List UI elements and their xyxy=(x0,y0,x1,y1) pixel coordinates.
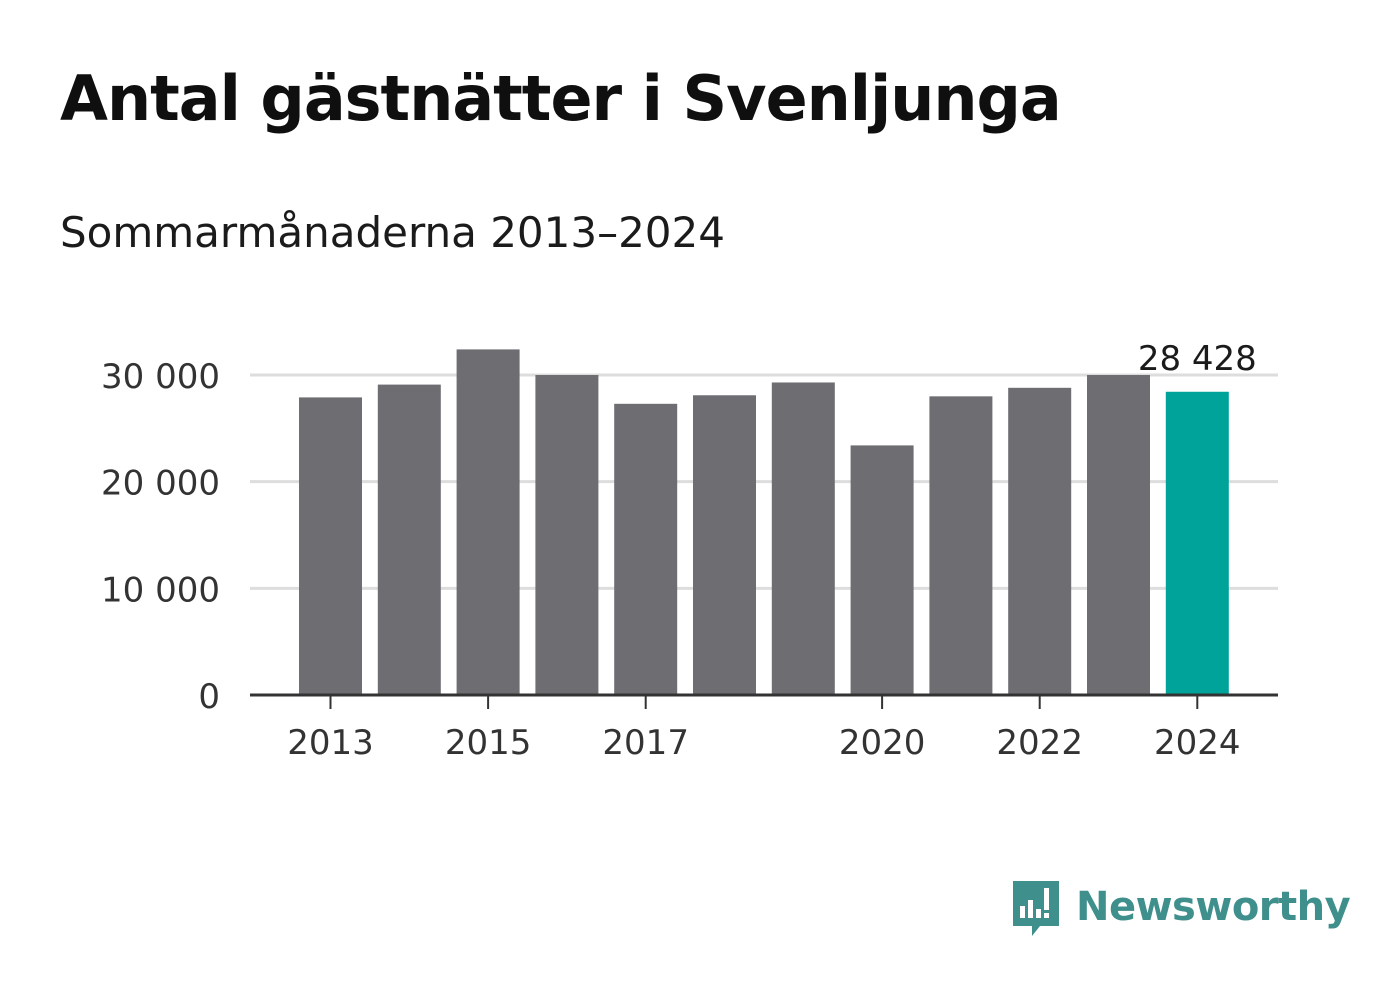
bar-2021 xyxy=(929,396,993,695)
chart-title: Antal gästnätter i Svenljunga xyxy=(60,62,1062,135)
bar-2013 xyxy=(299,397,362,695)
data-labels: 28 428 xyxy=(1138,339,1257,379)
bar-2023 xyxy=(1087,375,1150,695)
bar-2014 xyxy=(377,384,441,695)
y-tick-label: 20 000 xyxy=(101,464,220,504)
bar-2019 xyxy=(771,382,835,695)
bars xyxy=(299,349,1229,695)
bar-2018 xyxy=(693,395,756,695)
data-label: 28 428 xyxy=(1138,339,1257,379)
bar-2024 xyxy=(1165,391,1229,695)
y-tick-label: 0 xyxy=(198,677,220,717)
newsworthy-logo: Newsworthy xyxy=(1010,876,1351,938)
y-axis-labels: 0 10 000 20 000 30 000 xyxy=(101,357,220,717)
x-tick-label: 2017 xyxy=(602,723,689,763)
y-tick-label: 30 000 xyxy=(101,357,220,397)
chart-subtitle: Sommarmånaderna 2013–2024 xyxy=(60,208,725,257)
x-axis-labels: 2013 2015 2017 2020 2022 2024 xyxy=(287,723,1240,763)
bar-2020 xyxy=(850,445,914,695)
bar-2016 xyxy=(535,375,599,695)
x-axis xyxy=(250,693,1278,709)
bar-2015 xyxy=(456,349,520,695)
newsworthy-logo-icon xyxy=(1013,881,1059,936)
bar-2017 xyxy=(614,403,678,695)
x-tick-label: 2024 xyxy=(1154,723,1241,763)
newsworthy-logo-text: Newsworthy xyxy=(1076,884,1351,930)
y-tick-label: 10 000 xyxy=(101,570,220,610)
x-tick-label: 2015 xyxy=(445,723,532,763)
x-tick-label: 2013 xyxy=(287,723,374,763)
x-tick-label: 2022 xyxy=(996,723,1083,763)
bar-2022 xyxy=(1008,387,1072,695)
x-tick-label: 2020 xyxy=(839,723,926,763)
